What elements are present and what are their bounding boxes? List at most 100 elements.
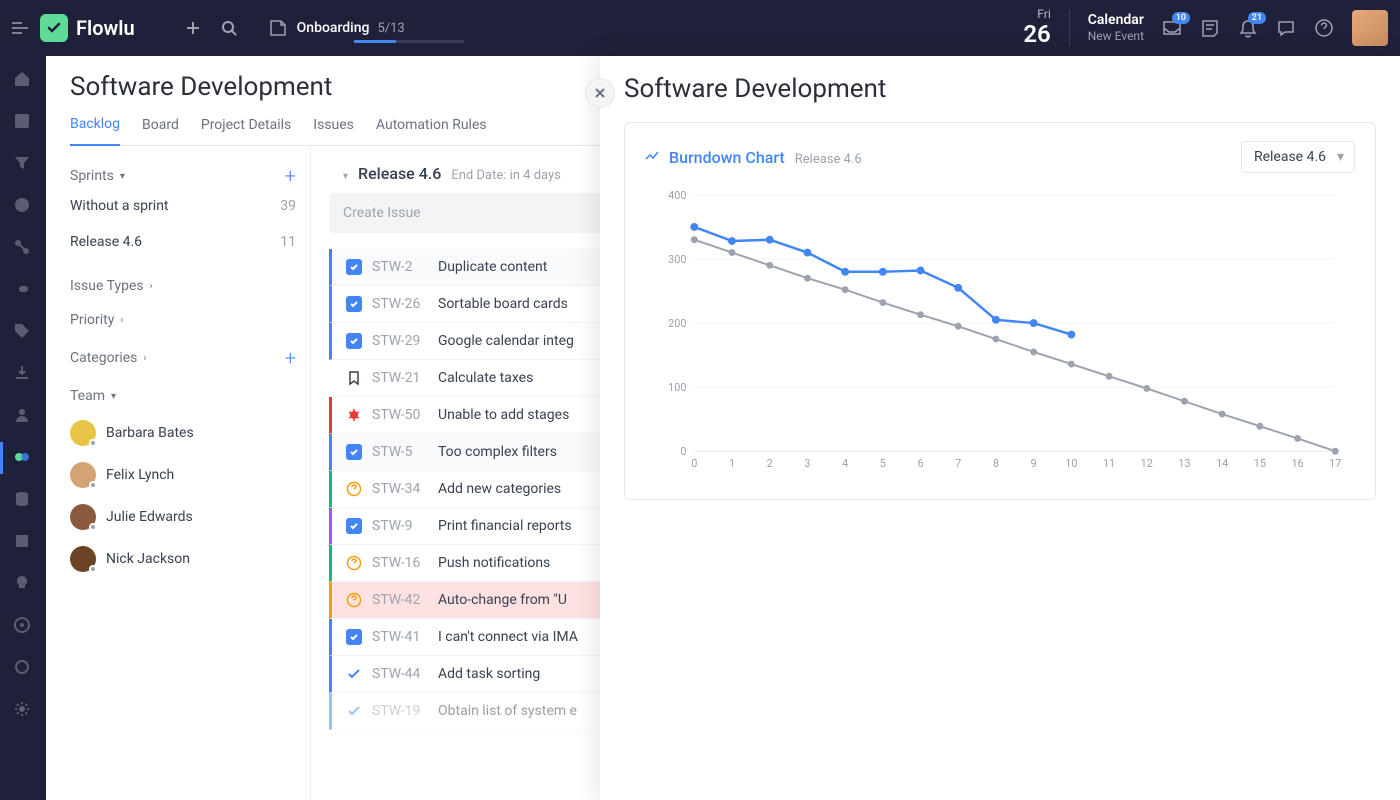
calendar-widget[interactable]: Calendar New Event	[1088, 12, 1144, 43]
team-member[interactable]: Felix Lynch	[70, 454, 296, 496]
issue-id: STW-50	[372, 407, 428, 423]
issue-id: STW-2	[372, 259, 428, 275]
rail-circle-icon[interactable]	[13, 196, 33, 216]
issue-type-icon	[346, 592, 362, 608]
rail-box-icon[interactable]	[13, 532, 33, 552]
issue-type-icon	[346, 333, 362, 349]
rail-settings-icon[interactable]	[13, 700, 33, 720]
user-avatar[interactable]	[1352, 10, 1388, 46]
team-member[interactable]: Nick Jackson	[70, 538, 296, 580]
svg-text:10: 10	[1065, 457, 1077, 470]
chart-release-select[interactable]: Release 4.6	[1241, 141, 1355, 173]
chart-title: Burndown Chart	[669, 148, 785, 167]
issue-id: STW-42	[372, 592, 428, 608]
sprints-label: Sprints	[70, 168, 114, 184]
categories-label: Categories	[70, 350, 137, 366]
svg-text:100: 100	[668, 381, 686, 394]
inbox-icon[interactable]: 10	[1162, 18, 1182, 38]
logo-text: Flowlu	[76, 16, 135, 40]
issue-types-label: Issue Types	[70, 278, 144, 294]
issue-type-icon	[346, 555, 362, 571]
logo[interactable]: Flowlu	[40, 14, 135, 42]
team-member[interactable]: Barbara Bates	[70, 412, 296, 454]
menu-toggle-icon[interactable]	[12, 22, 28, 34]
bell-icon[interactable]: 21	[1238, 18, 1258, 38]
search-icon[interactable]	[221, 20, 237, 36]
issue-title: Duplicate content	[438, 259, 547, 275]
filters-sidebar: Sprints ▾ + Without a sprint39Release 4.…	[46, 146, 311, 800]
member-avatar	[70, 462, 96, 488]
rail-home-icon[interactable]	[13, 70, 33, 90]
issue-title: Add new categories	[438, 481, 561, 497]
svg-text:1: 1	[729, 457, 735, 470]
issue-title: Calculate taxes	[438, 370, 533, 386]
issue-title: Print financial reports	[438, 518, 572, 534]
rail-import-icon[interactable]	[13, 364, 33, 384]
notes-icon[interactable]	[1200, 18, 1220, 38]
rail-people-icon[interactable]	[13, 406, 33, 426]
issue-types-filter[interactable]: Issue Types ›	[70, 278, 296, 294]
categories-filter[interactable]: Categories › +	[70, 346, 296, 370]
inbox-badge: 10	[1172, 12, 1190, 24]
rail-knowledge-icon[interactable]	[13, 574, 33, 594]
onboarding-progress-bar	[354, 40, 464, 43]
tab-board[interactable]: Board	[142, 117, 179, 145]
issue-id: STW-41	[372, 629, 428, 645]
rail-workflow-icon[interactable]	[13, 238, 33, 258]
rail-link-icon[interactable]	[13, 280, 33, 300]
sprint-item[interactable]: Without a sprint39	[70, 188, 296, 224]
tab-backlog[interactable]: Backlog	[70, 116, 120, 146]
sprints-filter[interactable]: Sprints ▾ +	[70, 164, 296, 188]
svg-text:15: 15	[1254, 457, 1266, 470]
member-avatar	[70, 504, 96, 530]
tab-automation-rules[interactable]: Automation Rules	[376, 117, 487, 145]
issue-type-icon	[346, 407, 362, 423]
issue-type-icon	[346, 481, 362, 497]
team-filter[interactable]: Team ▾	[70, 388, 296, 404]
issue-id: STW-5	[372, 444, 428, 460]
rail-db-icon[interactable]	[13, 490, 33, 510]
onboarding-widget[interactable]: Onboarding 5/13	[267, 17, 405, 39]
calendar-title: Calendar	[1088, 12, 1144, 29]
help-icon[interactable]	[1314, 18, 1334, 38]
svg-text:8: 8	[993, 457, 999, 470]
add-sprint-btn[interactable]: +	[285, 164, 296, 188]
divider	[1069, 10, 1070, 46]
rail-tasks-icon[interactable]	[13, 112, 33, 132]
logo-icon	[40, 14, 68, 42]
team-member[interactable]: Julie Edwards	[70, 496, 296, 538]
rail-tag-icon[interactable]	[13, 322, 33, 342]
priority-filter[interactable]: Priority ›	[70, 312, 296, 328]
issue-type-icon	[346, 629, 362, 645]
date-widget[interactable]: Fri 26	[1023, 8, 1050, 48]
rail-target-icon[interactable]	[13, 616, 33, 636]
tab-project-details[interactable]: Project Details	[201, 117, 291, 145]
top-header: Flowlu Onboarding 5/13 Fri 26 Calendar N…	[0, 0, 1400, 56]
rail-refresh-icon[interactable]	[13, 658, 33, 678]
svg-text:2: 2	[767, 457, 773, 470]
sprint-item[interactable]: Release 4.611	[70, 224, 296, 260]
close-panel-btn[interactable]	[585, 78, 615, 108]
svg-text:9: 9	[1031, 457, 1037, 470]
issue-type-icon	[346, 703, 362, 719]
svg-text:6: 6	[917, 457, 923, 470]
add-icon[interactable]	[185, 20, 201, 36]
team-label: Team	[70, 388, 105, 404]
sprint-name: Release 4.6	[70, 234, 142, 250]
tab-issues[interactable]: Issues	[313, 117, 354, 145]
issue-title: I can't connect via IMA	[438, 629, 578, 645]
onboarding-icon	[267, 17, 289, 39]
chart-subtitle: Release 4.6	[795, 152, 862, 167]
issue-id: STW-21	[372, 370, 428, 386]
issue-id: STW-16	[372, 555, 428, 571]
add-category-btn[interactable]: +	[285, 346, 296, 370]
rail-agile-icon[interactable]	[13, 448, 33, 468]
svg-text:14: 14	[1216, 457, 1228, 470]
svg-text:13: 13	[1178, 457, 1190, 470]
chat-icon[interactable]	[1276, 18, 1296, 38]
rail-filter-icon[interactable]	[13, 154, 33, 174]
release-name: Release 4.6	[358, 164, 441, 183]
issue-title: Obtain list of system e	[438, 703, 577, 719]
issue-id: STW-9	[372, 518, 428, 534]
member-name: Julie Edwards	[106, 509, 193, 525]
